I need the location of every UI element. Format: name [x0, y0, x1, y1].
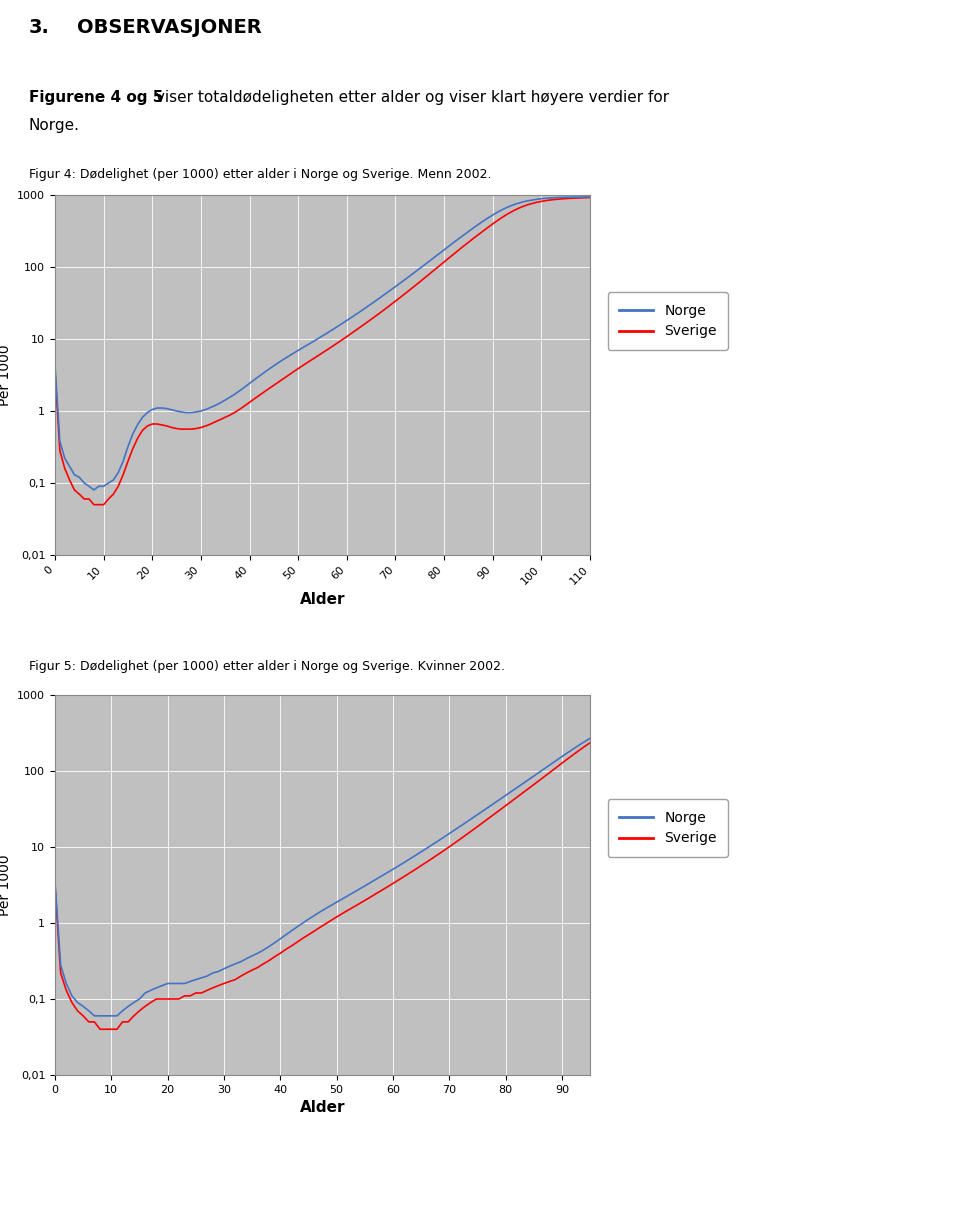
Sverige [302, 354, 314, 369]
Text: 3.: 3. [29, 18, 50, 37]
Text: Figur 4: Dødelighet (per 1000) etter alder i Norge og Sverige. Menn 2002.: Figur 4: Dødelighet (per 1000) etter ald… [29, 167, 492, 181]
Sverige [176, 422, 187, 436]
Line: Norge: Norge [55, 197, 590, 490]
Norge [342, 888, 353, 903]
Sverige [607, 721, 618, 736]
Legend: Norge, Sverige: Norge, Sverige [608, 799, 729, 857]
Norge [607, 719, 618, 733]
Sverige [569, 191, 581, 205]
Sverige [585, 191, 596, 205]
Norge [387, 862, 398, 876]
Sverige [366, 312, 377, 326]
Text: OBSERVASJONER: OBSERVASJONER [77, 18, 261, 37]
Y-axis label: Per 1000: Per 1000 [0, 345, 12, 406]
Line: Sverige: Sverige [55, 198, 590, 505]
Norge [567, 742, 579, 756]
Sverige [88, 497, 100, 512]
Line: Norge: Norge [55, 726, 612, 1015]
Norge [253, 369, 265, 384]
Sverige [94, 1022, 106, 1036]
Norge [49, 874, 60, 888]
Norge [162, 976, 174, 991]
Norge [190, 404, 202, 419]
Sverige [387, 876, 398, 891]
Y-axis label: Per 1000: Per 1000 [0, 854, 12, 915]
Text: Figurene 4 og 5: Figurene 4 og 5 [29, 90, 163, 105]
Legend: Norge, Sverige: Norge, Sverige [608, 292, 729, 349]
Sverige [49, 364, 60, 379]
Sverige [49, 880, 60, 895]
Norge [184, 974, 196, 989]
Sverige [253, 389, 265, 403]
Norge [366, 297, 377, 312]
Sverige [585, 736, 596, 750]
Sverige [342, 903, 353, 918]
X-axis label: Alder: Alder [300, 1100, 346, 1116]
Norge [49, 359, 60, 374]
Text: viser totaldødeligheten etter alder og viser klart høyere verdier for: viser totaldødeligheten etter alder og v… [151, 90, 669, 105]
Norge [88, 1008, 100, 1023]
Norge [585, 189, 596, 204]
X-axis label: Alder: Alder [300, 593, 346, 607]
Norge [302, 337, 314, 352]
Sverige [184, 989, 196, 1003]
Text: Figur 5: Dødelighet (per 1000) etter alder i Norge og Sverige. Kvinner 2002.: Figur 5: Dødelighet (per 1000) etter ald… [29, 660, 505, 673]
Sverige [162, 992, 174, 1007]
Line: Sverige: Sverige [55, 728, 612, 1029]
Norge [585, 731, 596, 745]
Norge [569, 189, 581, 204]
Sverige [190, 422, 202, 436]
Sverige [567, 748, 579, 763]
Text: Norge.: Norge. [29, 119, 80, 133]
Norge [88, 483, 100, 497]
Norge [176, 404, 187, 419]
